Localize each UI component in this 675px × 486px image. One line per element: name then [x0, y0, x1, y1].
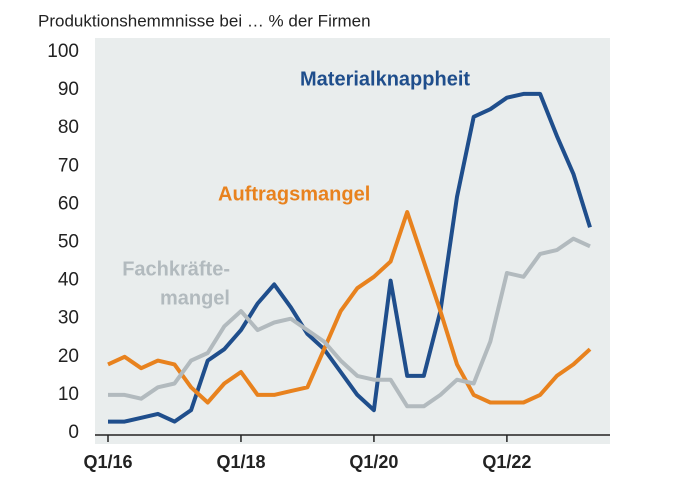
- y-tick-label: 100: [47, 41, 79, 62]
- x-tick-label: Q1/18: [216, 452, 265, 472]
- series-label: mangel: [160, 287, 230, 309]
- y-tick-label: 60: [58, 193, 79, 214]
- series-label: Materialknappheit: [300, 68, 470, 90]
- y-tick-label: 80: [58, 117, 79, 138]
- x-tick-label: Q1/20: [349, 452, 398, 472]
- y-tick-label: 40: [58, 270, 79, 291]
- y-tick-label: 90: [58, 79, 79, 100]
- series-line: [108, 91, 592, 424]
- series-line: [108, 236, 591, 409]
- series-line: [107, 210, 592, 405]
- x-tick-label: Q1/16: [83, 452, 132, 472]
- y-tick-label: 10: [58, 384, 79, 405]
- y-tick-label: 0: [68, 422, 79, 443]
- y-tick-label: 50: [58, 232, 79, 253]
- chart-title: Produktionshemmnisse bei … % der Firmen: [38, 11, 371, 30]
- x-tick-label: Q1/22: [482, 452, 531, 472]
- y-tick-label: 70: [58, 155, 79, 176]
- series-label: Fachkräfte-: [122, 258, 230, 280]
- y-tick-label: 30: [58, 308, 79, 329]
- y-tick-label: 20: [58, 346, 79, 367]
- series-label: Auftragsmangel: [218, 183, 370, 205]
